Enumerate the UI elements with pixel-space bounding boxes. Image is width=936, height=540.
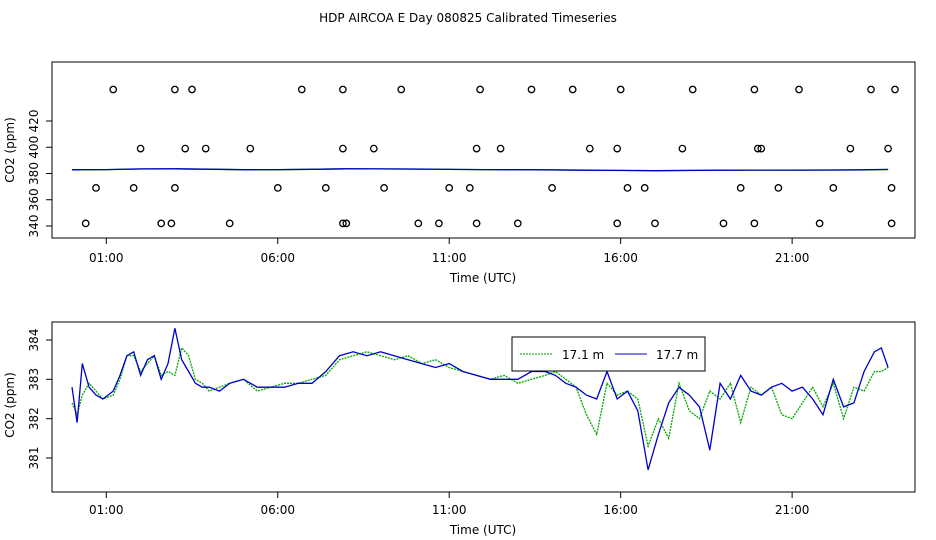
calibration-point (171, 85, 179, 94)
calibration-point (339, 219, 347, 228)
series-line-0 (71, 346, 889, 449)
calibration-point (157, 219, 166, 228)
zoomed-timeseries-panel: 01:00 06:00 11:00 16:00 21:00 381 382 383 384 T… (3, 321, 916, 537)
calibration-point (273, 184, 282, 192)
calibration-point (181, 144, 190, 153)
y-tick-label: 381 (27, 447, 41, 470)
calibration-point (753, 144, 762, 153)
calibration-point (815, 219, 824, 228)
calibration-point (867, 85, 875, 94)
calibration-point (246, 144, 255, 153)
calibration-point (496, 144, 505, 153)
y-tick-label: 384 (27, 329, 41, 352)
calibration-point (129, 184, 138, 192)
legend: 17.1 m 17.7 m (511, 336, 706, 372)
calibration-point (339, 144, 347, 153)
calibration-point (81, 219, 90, 228)
calibration-point (613, 219, 622, 228)
calibration-point (397, 85, 406, 94)
calibration-point (757, 144, 766, 153)
y-tick-label: 400 (27, 136, 41, 159)
calibration-point (435, 219, 443, 228)
x-tick-label: 11:00 (432, 503, 467, 517)
calibration-point (171, 184, 179, 192)
y-tick-label: 380 (27, 162, 41, 185)
panel-1-ylabel: CO2 (ppm) (3, 117, 17, 183)
y-tick-label: 340 (27, 215, 41, 238)
calibration-point (445, 184, 454, 192)
x-tick-label: 16:00 (603, 251, 638, 265)
calibration-point (188, 85, 196, 94)
calibration-point (774, 184, 783, 192)
calibration-point (750, 219, 759, 228)
series-line-1 (71, 168, 889, 172)
calibration-point (472, 144, 481, 153)
y-tick-label: 360 (27, 188, 41, 211)
calibration-point (640, 184, 649, 192)
calibration-point (167, 219, 176, 228)
calibration-point (342, 219, 351, 228)
calibration-point (568, 85, 577, 94)
calibration-point (527, 85, 536, 94)
y-tick-label: 382 (27, 407, 41, 430)
calibration-point (829, 184, 838, 192)
x-tick-label: 06:00 (260, 251, 295, 265)
calibration-point (92, 184, 100, 192)
calibration-point (201, 144, 210, 153)
calibration-point (884, 144, 892, 153)
calibration-point (585, 144, 594, 153)
calibration-point (465, 184, 474, 192)
calibration-point (651, 219, 659, 228)
series-line-1 (71, 328, 889, 470)
legend-label-17-1m: 17.1 m (562, 348, 604, 362)
calibration-point (887, 219, 896, 228)
calibration-point (887, 184, 896, 192)
calibration-point (688, 85, 697, 94)
figure-title: HDP AIRCOA E Day 080825 Calibrated Times… (319, 11, 617, 25)
y-tick-label: 383 (27, 368, 41, 391)
panel-1-frame (51, 61, 916, 239)
x-tick-label: 11:00 (432, 251, 467, 265)
x-tick-label: 16:00 (603, 503, 638, 517)
calibration-point (414, 219, 423, 228)
calibration-point (891, 85, 899, 94)
calibration-point (623, 184, 632, 192)
panel-2-xlabel: Time (UTC) (449, 523, 516, 537)
x-tick-label: 01:00 (89, 251, 124, 265)
calibration-point (678, 144, 687, 153)
y-tick-label: 420 (27, 110, 41, 133)
panel-2-frame (51, 321, 916, 493)
x-tick-label: 01:00 (89, 503, 124, 517)
calibration-point (380, 184, 388, 192)
calibration-point (616, 85, 625, 94)
calibration-point (339, 85, 347, 94)
legend-label-17-7m: 17.7 m (656, 348, 698, 362)
calibration-point (225, 219, 234, 228)
x-tick-label: 06:00 (260, 503, 295, 517)
calibration-point (297, 85, 306, 94)
x-tick-label: 21:00 (775, 251, 810, 265)
calibration-point (750, 85, 759, 94)
calibration-point (736, 184, 745, 192)
x-tick-label: 21:00 (775, 503, 810, 517)
calibration-point (321, 184, 330, 192)
calibrated-timeseries-panel: 01:00 06:00 11:00 16:00 21:00 340 360 380 400 42… (3, 61, 916, 285)
calibration-point (369, 144, 378, 153)
panel-1-xlabel: Time (UTC) (449, 271, 516, 285)
calibration-point (719, 219, 728, 228)
calibration-point (613, 144, 622, 153)
calibration-point (472, 219, 481, 228)
calibration-point (846, 144, 855, 153)
calibration-point (109, 85, 118, 94)
calibration-point (548, 184, 556, 192)
panel-2-ylabel: CO2 (ppm) (3, 372, 17, 438)
calibration-point (513, 219, 522, 228)
calibration-point (136, 144, 145, 153)
calibration-point (476, 85, 484, 94)
calibration-point (795, 85, 803, 94)
